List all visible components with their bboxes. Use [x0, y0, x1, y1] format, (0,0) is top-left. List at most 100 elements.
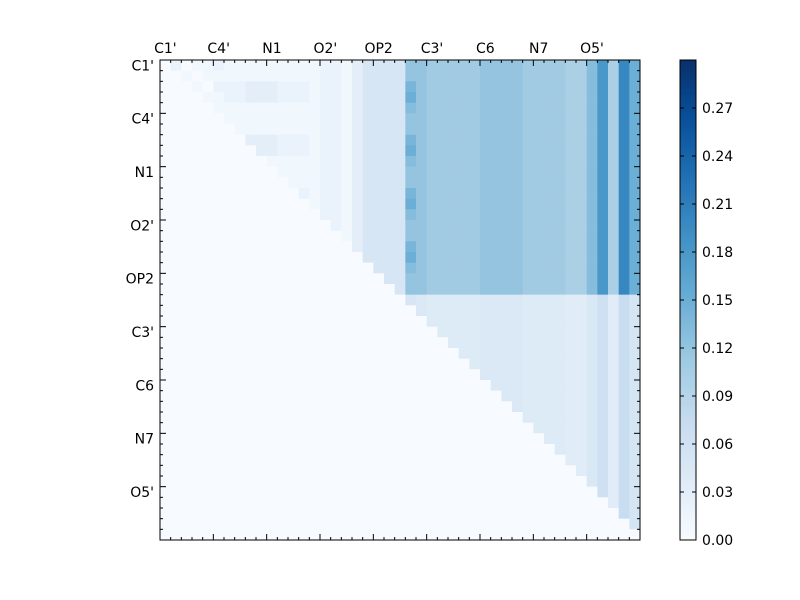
heatmap-cell — [426, 81, 438, 93]
heatmap-cell — [533, 433, 545, 445]
heatmap-cell — [405, 518, 417, 530]
heatmap-cell — [597, 273, 609, 285]
heatmap-cell — [544, 486, 555, 498]
heatmap-cell — [448, 476, 459, 487]
heatmap-cell — [298, 348, 310, 359]
heatmap-cell — [416, 348, 427, 359]
heatmap-cell — [256, 358, 267, 370]
x-tick-label: C3' — [421, 41, 444, 57]
heatmap-cell — [202, 518, 214, 530]
heatmap-cell — [373, 390, 385, 402]
heatmap-cell — [448, 262, 459, 274]
heatmap-cell — [608, 60, 619, 71]
heatmap-cell — [554, 433, 566, 445]
heatmap-cell — [533, 518, 545, 530]
heatmap-cell — [266, 230, 278, 242]
heatmap-cell — [170, 156, 182, 167]
heatmap-cell — [629, 209, 641, 221]
heatmap-cell — [320, 134, 331, 146]
heatmap-cell — [320, 497, 331, 509]
heatmap-cell — [608, 401, 619, 413]
heatmap-cell — [309, 241, 321, 253]
heatmap-cell — [309, 316, 321, 327]
heatmap-cell — [352, 508, 363, 519]
heatmap-cell — [448, 209, 459, 221]
heatmap-cell — [320, 177, 331, 189]
heatmap-cell — [213, 305, 225, 317]
heatmap-cell — [224, 369, 235, 381]
heatmap-cell — [448, 486, 459, 498]
heatmap-cell — [202, 390, 214, 402]
heatmap-cell — [330, 401, 342, 413]
heatmap-cell — [416, 497, 427, 509]
heatmap-cell — [554, 529, 566, 541]
heatmap-cell — [554, 230, 566, 242]
heatmap-cell — [330, 241, 342, 253]
heatmap-cell — [224, 60, 235, 71]
heatmap-cell — [586, 209, 598, 221]
heatmap-cell — [362, 124, 374, 135]
heatmap-cell — [288, 230, 299, 242]
heatmap-cell — [501, 380, 513, 391]
heatmap-cell — [330, 188, 342, 199]
heatmap-cell — [565, 422, 577, 434]
heatmap-cell — [320, 412, 331, 423]
heatmap-cell — [416, 284, 427, 295]
heatmap-cell — [437, 70, 449, 82]
heatmap-cell — [512, 305, 523, 317]
heatmap-cell — [288, 60, 299, 71]
heatmap-cell — [384, 465, 395, 477]
heatmap-cell — [586, 145, 598, 157]
heatmap-cell — [277, 454, 289, 466]
heatmap-cell — [245, 316, 257, 327]
heatmap-cell — [533, 454, 545, 466]
heatmap-cell — [608, 198, 619, 210]
heatmap-cell — [352, 433, 363, 445]
heatmap-cell — [384, 252, 395, 263]
heatmap-cell — [437, 81, 449, 93]
heatmap-cell — [213, 284, 225, 295]
heatmap-cell — [192, 390, 203, 402]
heatmap-cell — [618, 102, 630, 114]
heatmap-cell — [373, 177, 385, 189]
heatmap-cell — [416, 529, 427, 541]
heatmap-cell — [309, 348, 321, 359]
heatmap-cell — [405, 433, 417, 445]
heatmap-cell — [522, 518, 534, 530]
heatmap-cell — [501, 454, 513, 466]
heatmap-cell — [544, 198, 555, 210]
heatmap-cell — [576, 113, 587, 125]
heatmap-cell — [245, 454, 257, 466]
heatmap-cell — [362, 305, 374, 317]
heatmap-cell — [266, 241, 278, 253]
heatmap-cell — [181, 529, 193, 541]
heatmap-cell — [384, 476, 395, 487]
heatmap-cell — [298, 444, 310, 455]
heatmap-cell — [618, 486, 630, 498]
heatmap-cell — [437, 422, 449, 434]
heatmap-cell — [512, 156, 523, 167]
heatmap-cell — [565, 444, 577, 455]
heatmap-cell — [416, 198, 427, 210]
heatmap-cell — [469, 316, 481, 327]
heatmap-cell — [320, 60, 331, 71]
heatmap-cell — [277, 60, 289, 71]
heatmap-cell — [416, 134, 427, 146]
heatmap-cell — [288, 156, 299, 167]
heatmap-cell — [277, 433, 289, 445]
heatmap-cell — [618, 198, 630, 210]
heatmap-cell — [629, 102, 641, 114]
heatmap-cell — [416, 145, 427, 157]
heatmap-cell — [480, 92, 491, 103]
heatmap-cell — [608, 145, 619, 157]
heatmap-cell — [405, 454, 417, 466]
heatmap-cell — [544, 273, 555, 285]
colorbar-tick-label: 0.21 — [702, 197, 733, 213]
heatmap-cell — [405, 166, 417, 178]
heatmap-cell — [458, 486, 470, 498]
heatmap-cell — [565, 412, 577, 423]
heatmap-cell — [202, 230, 214, 242]
heatmap-cell — [213, 156, 225, 167]
heatmap-cell — [170, 220, 182, 231]
heatmap-cell — [309, 454, 321, 466]
